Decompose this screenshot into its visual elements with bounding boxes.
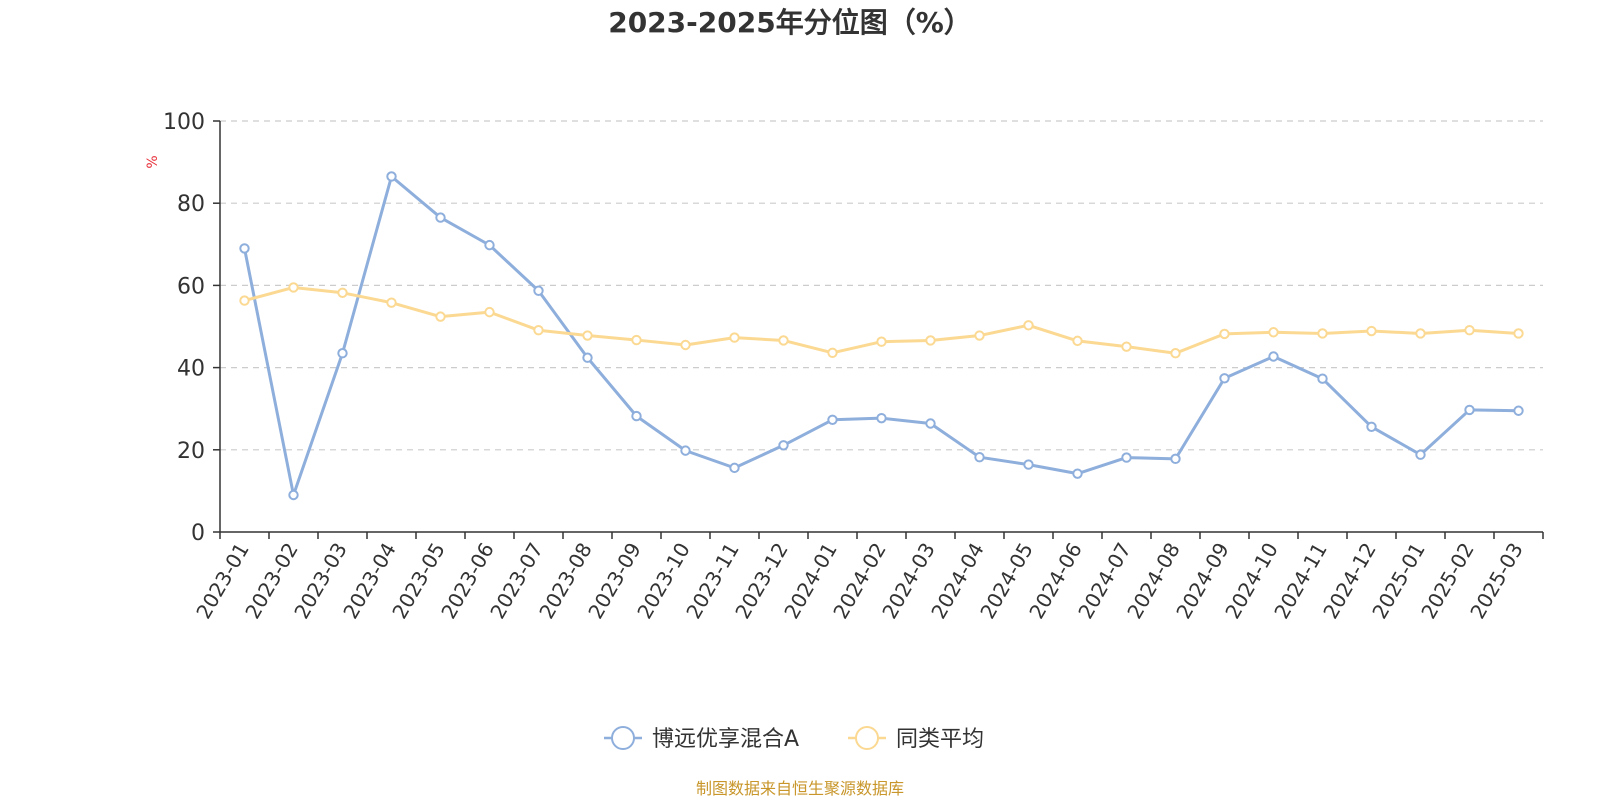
data-point[interactable]: [729, 462, 740, 474]
data-point[interactable]: [876, 412, 887, 424]
y-tick-label: 0: [191, 521, 205, 546]
data-point[interactable]: [925, 335, 936, 346]
data-point[interactable]: [827, 347, 838, 359]
y-axis-unit-label: %: [145, 155, 161, 168]
data-point[interactable]: [1464, 404, 1475, 416]
data-point[interactable]: [239, 243, 250, 254]
data-point[interactable]: [1219, 373, 1230, 384]
data-point[interactable]: [582, 330, 593, 341]
data-point[interactable]: [1513, 405, 1524, 416]
series-2: [239, 282, 1524, 359]
legend-swatch-marker: [611, 726, 635, 750]
data-point[interactable]: [337, 287, 348, 298]
data-point[interactable]: [435, 311, 446, 322]
y-tick-label: 80: [177, 192, 205, 217]
series-1: [239, 171, 1524, 501]
series-line: [243, 174, 1519, 497]
data-point[interactable]: [778, 440, 789, 451]
data-point[interactable]: [1464, 324, 1475, 336]
chart-title: 2023-2025年分位图（%）: [608, 6, 972, 39]
data-point[interactable]: [974, 451, 985, 463]
data-point[interactable]: [876, 336, 887, 347]
data-point[interactable]: [337, 348, 348, 359]
data-point[interactable]: [1366, 325, 1377, 337]
data-point[interactable]: [1317, 328, 1328, 339]
data-point[interactable]: [1072, 468, 1083, 479]
data-point[interactable]: [288, 489, 299, 501]
data-point[interactable]: [1170, 453, 1181, 465]
data-point[interactable]: [1219, 328, 1230, 340]
legend[interactable]: 博远优享混合A 同类平均: [604, 726, 984, 752]
legend-swatch-marker: [855, 726, 879, 750]
y-tick-label: 100: [163, 110, 205, 135]
legend-label: 博远优享混合A: [652, 727, 799, 752]
data-point[interactable]: [680, 339, 691, 351]
data-point[interactable]: [1317, 373, 1328, 384]
data-point[interactable]: [1072, 335, 1083, 347]
data-point[interactable]: [288, 282, 299, 293]
axes: 0204060801002023-012023-022023-032023-04…: [163, 110, 1544, 623]
data-point[interactable]: [631, 410, 642, 422]
grid-lines: [220, 120, 1543, 451]
data-point[interactable]: [729, 332, 740, 343]
data-point[interactable]: [533, 285, 544, 296]
data-point[interactable]: [1268, 327, 1279, 338]
data-point[interactable]: [1170, 348, 1181, 359]
y-tick-label: 20: [177, 439, 205, 464]
data-point[interactable]: [1415, 328, 1426, 339]
series-layer: [239, 171, 1524, 501]
legend-item-2[interactable]: 同类平均: [848, 726, 984, 752]
data-point[interactable]: [435, 212, 446, 223]
data-point[interactable]: [1513, 328, 1524, 339]
data-point[interactable]: [386, 297, 397, 308]
data-point[interactable]: [1268, 351, 1279, 362]
data-point[interactable]: [582, 352, 593, 363]
source-note: 制图数据来自恒生聚源数据库: [696, 779, 904, 798]
data-point[interactable]: [1366, 421, 1377, 432]
data-point[interactable]: [533, 324, 544, 336]
data-point[interactable]: [1121, 341, 1132, 352]
data-point[interactable]: [631, 334, 642, 346]
data-point[interactable]: [1415, 449, 1426, 460]
legend-label: 同类平均: [896, 727, 984, 752]
data-point[interactable]: [974, 330, 985, 341]
data-point[interactable]: [484, 306, 495, 318]
data-point[interactable]: [1121, 452, 1132, 463]
data-point[interactable]: [484, 239, 495, 251]
legend-item-1[interactable]: 博远优享混合A: [604, 726, 799, 752]
data-point[interactable]: [827, 414, 838, 425]
data-point[interactable]: [925, 418, 936, 429]
y-tick-label: 40: [177, 357, 205, 382]
y-tick-label: 60: [177, 274, 205, 299]
data-point[interactable]: [680, 445, 691, 456]
data-point[interactable]: [386, 171, 397, 182]
data-point[interactable]: [1023, 320, 1034, 331]
data-point[interactable]: [239, 295, 250, 306]
data-point[interactable]: [1023, 459, 1034, 470]
data-point[interactable]: [778, 335, 789, 346]
